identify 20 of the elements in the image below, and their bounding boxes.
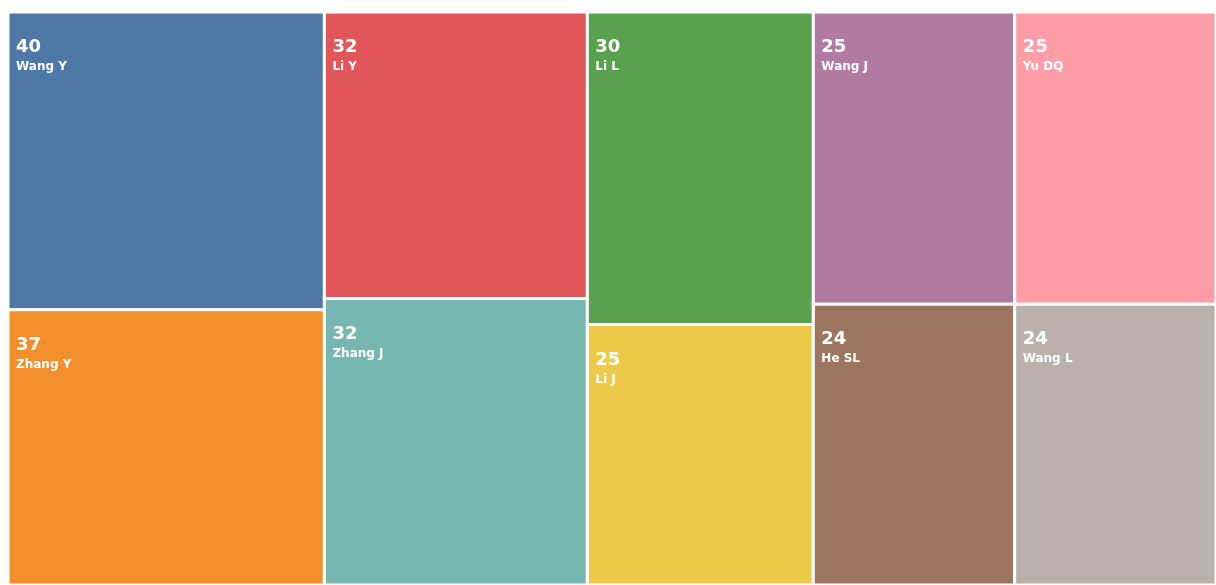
category-label: Yu DQ (1021, 59, 1064, 73)
data-label: 25 (821, 35, 847, 56)
data-label: 24 (1022, 327, 1048, 349)
category-label: Li Y (332, 59, 358, 73)
data-label: 24 (821, 327, 847, 349)
category-label: Zhang Y (16, 356, 72, 371)
data-label: 25 (595, 347, 621, 369)
data-label: 30 (595, 35, 621, 56)
data-label: 25 (1022, 35, 1048, 56)
category-label: Zhang J (332, 345, 384, 360)
category-label: Wang L (1022, 351, 1073, 366)
data-label: 37 (16, 332, 42, 354)
data-label: 32 (332, 35, 358, 56)
category-label: He SL (821, 351, 861, 366)
category-label: Li J (595, 371, 616, 386)
category-label: Wang J (821, 59, 869, 73)
data-label: 40 (16, 35, 42, 56)
category-label: Li L (595, 59, 620, 73)
data-label: 32 (332, 321, 358, 343)
category-label: Wang Y (16, 59, 68, 73)
